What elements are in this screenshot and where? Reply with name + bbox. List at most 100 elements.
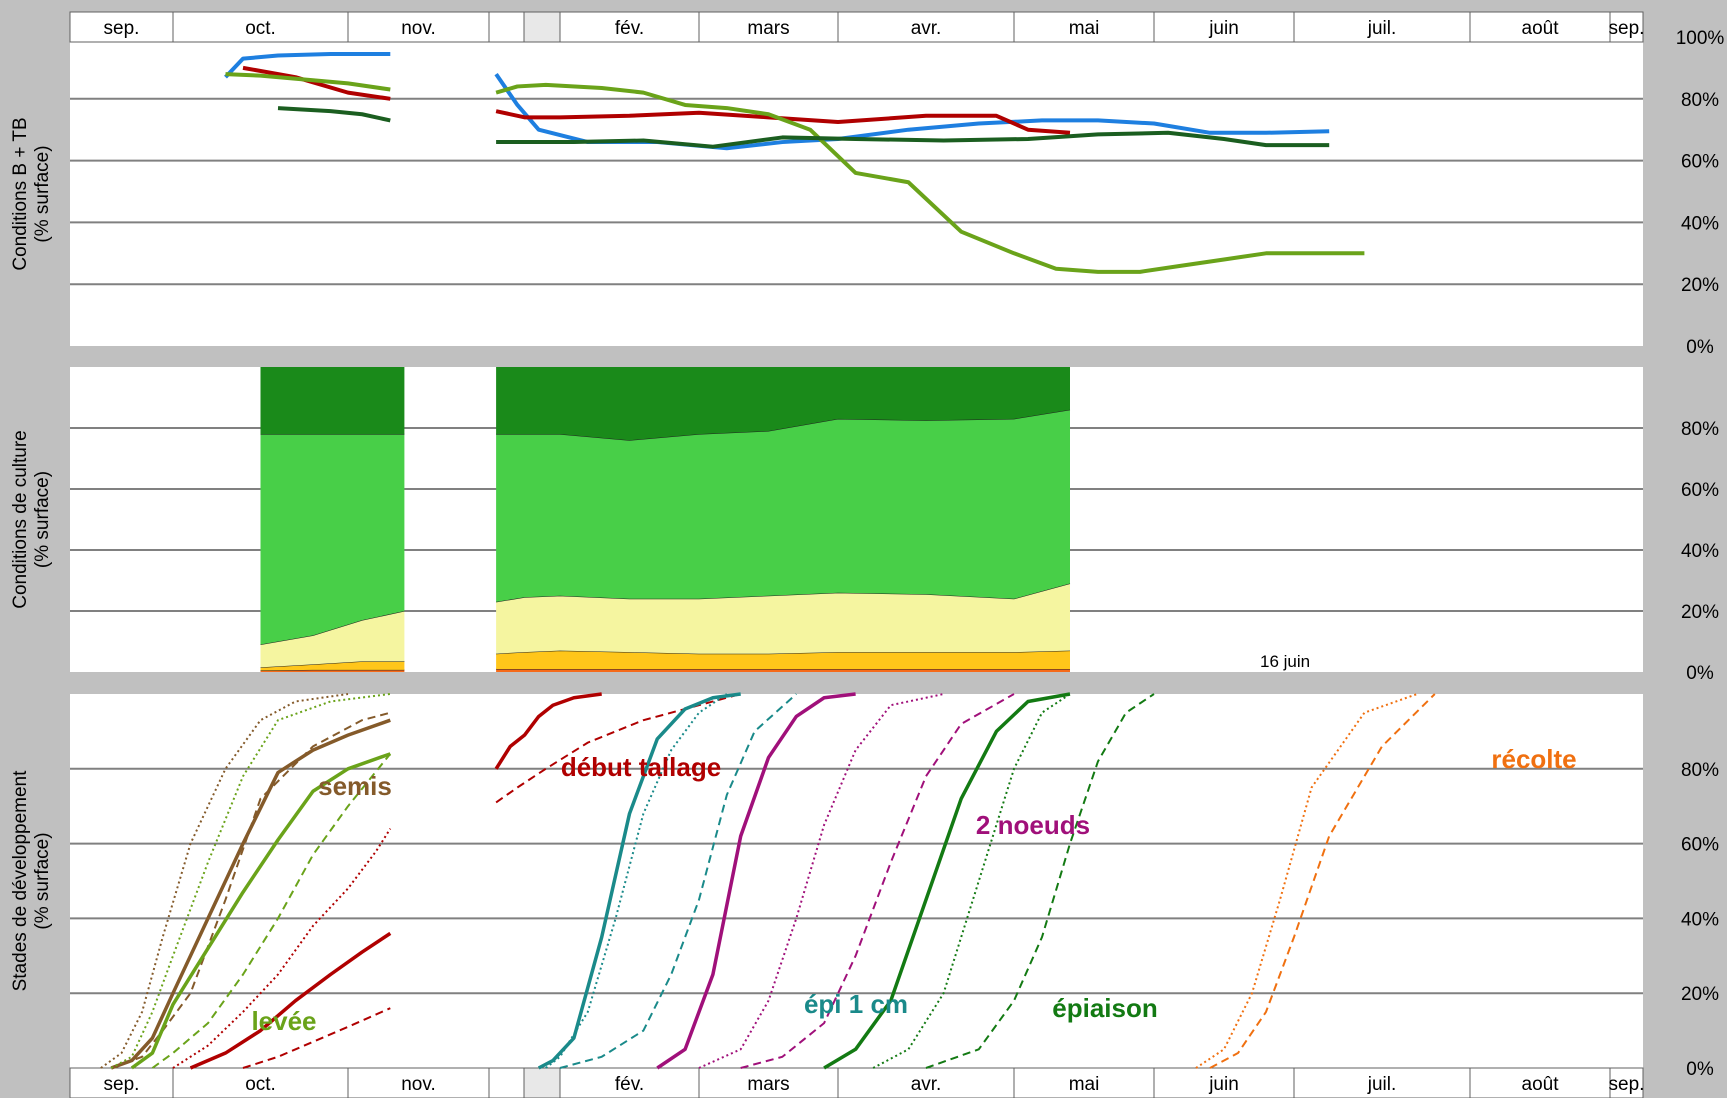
month-bottom-cell	[523, 1067, 561, 1098]
y-tick-label: 0%	[1686, 663, 1714, 684]
y-tick-label: 60%	[1681, 480, 1719, 501]
stage-line	[110, 718, 391, 1070]
month-top-label: avr.	[911, 18, 942, 39]
month-top-label: nov.	[401, 18, 436, 39]
month-top-label: fév.	[615, 18, 644, 39]
condition-line	[277, 106, 391, 123]
month-bottom-cell	[347, 1067, 490, 1098]
y-tick-label: 100%	[1676, 28, 1725, 49]
stage-line	[110, 711, 391, 1069]
stage-line	[823, 692, 1071, 1070]
y-tick-label: 0%	[1686, 1059, 1714, 1080]
condition-band	[260, 661, 405, 671]
stage-label: récolte	[1491, 744, 1576, 774]
month-bottom-cell	[837, 1067, 1015, 1098]
month-top-cell	[1469, 11, 1611, 43]
condition-line	[496, 130, 1330, 149]
condition-band	[496, 650, 1071, 669]
stage-line	[1209, 693, 1436, 1069]
condition-band	[260, 367, 405, 435]
month-bottom-cell	[559, 1067, 700, 1098]
stage-line	[537, 692, 741, 1070]
month-bottom-label: mai	[1069, 1074, 1100, 1095]
month-top-label: août	[1522, 18, 1560, 39]
stage-line	[494, 692, 602, 770]
y-tick-label: 60%	[1681, 835, 1719, 856]
stage-line	[130, 752, 391, 1070]
condition-line	[242, 65, 391, 101]
date-annotation: 16 juin	[1260, 652, 1310, 671]
y-tick-label: 40%	[1681, 541, 1719, 562]
month-bottom-cell	[1293, 1067, 1471, 1098]
condition-line	[495, 82, 1365, 274]
month-bottom-cell	[698, 1067, 839, 1098]
panel-1	[70, 42, 1643, 346]
stage-line	[189, 931, 392, 1070]
month-top-label: juin	[1208, 18, 1239, 39]
month-top-cell	[837, 11, 1015, 43]
y-tick-label: 20%	[1681, 602, 1719, 623]
stage-line	[656, 692, 856, 1070]
month-bottom-label: août	[1522, 1074, 1560, 1095]
month-bottom-cell	[1013, 1067, 1155, 1098]
month-bottom-cell	[1153, 1067, 1295, 1098]
condition-line	[495, 109, 1071, 135]
month-bottom-label: fév.	[615, 1074, 644, 1095]
month-bottom-label: juin	[1208, 1074, 1239, 1095]
y-axis-label: Conditions de culture	[10, 430, 31, 609]
month-top-cell	[523, 11, 561, 43]
condition-band	[496, 367, 1071, 441]
y-tick-label: 80%	[1681, 760, 1719, 781]
y-tick-label: 0%	[1686, 337, 1714, 358]
stage-line	[100, 693, 349, 1069]
stage-line	[925, 693, 1155, 1069]
stage-label: épiaison	[1052, 993, 1157, 1023]
y-tick-label: 80%	[1681, 90, 1719, 111]
stage-line	[151, 753, 392, 1069]
stage-line	[740, 693, 1015, 1069]
month-top-cell	[69, 11, 174, 43]
month-bottom-label: avr.	[911, 1074, 942, 1095]
month-top-label: sep.	[104, 18, 140, 39]
month-top-cell	[488, 11, 525, 43]
condition-band	[496, 583, 1071, 654]
stage-line	[545, 693, 728, 1069]
condition-band	[496, 409, 1071, 602]
condition-line	[494, 72, 1330, 151]
y-tick-label: 40%	[1681, 909, 1719, 930]
month-bottom-cell	[1469, 1067, 1611, 1098]
y-tick-label: 60%	[1681, 152, 1719, 173]
month-bottom-label: sep.	[104, 1074, 140, 1095]
condition-band	[260, 434, 405, 645]
month-bottom-label: nov.	[401, 1074, 436, 1095]
stage-line	[698, 693, 944, 1069]
month-top-label: mars	[747, 18, 789, 39]
stage-label: levée	[251, 1006, 316, 1036]
stage-label: début tallage	[561, 752, 721, 782]
y-tick-label: 80%	[1681, 419, 1719, 440]
month-top-cell	[698, 11, 839, 43]
stage-label: semis	[318, 771, 392, 801]
condition-line	[224, 51, 391, 79]
month-bottom-cell	[1609, 1067, 1644, 1098]
y-axis-label: (% surface)	[32, 471, 53, 568]
month-top-label: mai	[1069, 18, 1100, 39]
month-bottom-cell	[172, 1067, 349, 1098]
condition-band	[260, 611, 405, 668]
stage-label: 2 noeuds	[976, 810, 1090, 840]
month-top-cell	[1609, 11, 1644, 43]
y-tick-label: 20%	[1681, 984, 1719, 1005]
month-top-label: sep.	[1609, 18, 1645, 39]
month-bottom-cell	[488, 1067, 525, 1098]
month-top-label: juil.	[1367, 18, 1397, 39]
month-top-cell	[1293, 11, 1471, 43]
panel-3	[70, 694, 1643, 1068]
month-top-cell	[559, 11, 700, 43]
month-top-label: oct.	[245, 18, 276, 39]
stage-label: épi 1 cm	[804, 989, 908, 1019]
y-axis-label: (% surface)	[32, 832, 53, 929]
month-top-cell	[1153, 11, 1295, 43]
month-bottom-cell	[69, 1067, 174, 1098]
month-bottom-label: sep.	[1609, 1074, 1645, 1095]
